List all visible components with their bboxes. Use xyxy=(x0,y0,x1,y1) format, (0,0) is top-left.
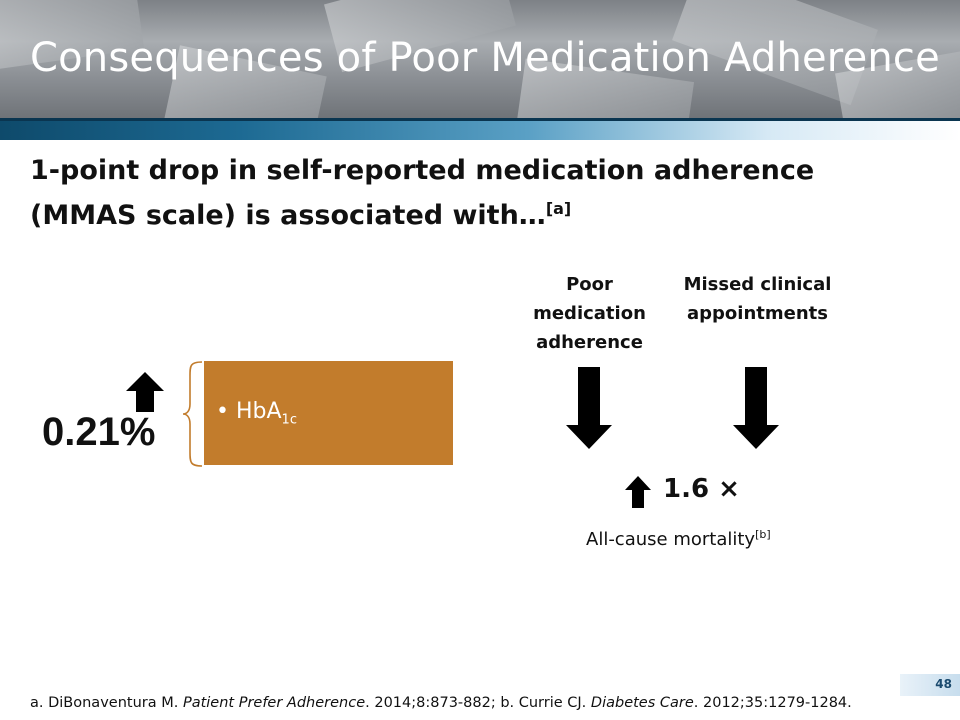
references-footnote: a. DiBonaventura M. Patient Prefer Adher… xyxy=(30,695,852,711)
hba1c-main: HbA xyxy=(235,399,282,424)
header-stripe xyxy=(0,118,960,140)
curly-brace-icon xyxy=(182,360,204,472)
missed-appointments-line2: appointments xyxy=(687,303,828,324)
hba1c-label: • HbA1c xyxy=(216,399,297,427)
hba1c-box: • HbA1c xyxy=(204,361,453,465)
ref-a-rest: . 2014;8:873-882; b. Currie CJ. xyxy=(365,695,591,711)
header-banner: Consequences of Poor Medication Adherenc… xyxy=(0,0,960,118)
down-arrow-icon xyxy=(733,367,779,453)
mortality-multiplier: 1.6 × xyxy=(663,474,740,504)
poor-adherence-line3: adherence xyxy=(536,332,643,353)
poor-adherence-label: Poor medication adherence xyxy=(527,270,652,357)
header-divider xyxy=(0,118,960,121)
down-arrow-icon xyxy=(566,367,612,453)
ref-b-rest: . 2012;35:1279-1284. xyxy=(693,695,852,711)
up-arrow-icon xyxy=(126,372,164,416)
page-number-box: 48 xyxy=(900,674,960,696)
page-number: 48 xyxy=(935,677,952,691)
mortality-text: All-cause mortality xyxy=(586,529,756,550)
poor-adherence-line2: medication xyxy=(533,303,646,324)
hba1c-change-value: 0.21% xyxy=(42,410,156,454)
headline-ref: [a] xyxy=(545,199,572,218)
hba1c-sub: 1c xyxy=(281,412,297,428)
ref-a-journal: Patient Prefer Adherence xyxy=(182,695,366,711)
headline-line1: 1-point drop in self-reported medication… xyxy=(30,155,815,186)
slide-title: Consequences of Poor Medication Adherenc… xyxy=(30,35,940,81)
up-arrow-icon xyxy=(625,476,651,512)
poor-adherence-line1: Poor xyxy=(566,274,613,295)
ref-a-prefix: a. DiBonaventura M. xyxy=(30,695,183,711)
headline-line2: (MMAS scale) is associated with… xyxy=(30,200,546,231)
mortality-ref: [b] xyxy=(755,528,771,541)
bullet: • xyxy=(216,399,229,424)
missed-appointments-line1: Missed clinical xyxy=(683,274,832,295)
ref-b-journal: Diabetes Care xyxy=(590,695,694,711)
mortality-label: All-cause mortality[b] xyxy=(586,528,771,550)
missed-appointments-label: Missed clinical appointments xyxy=(670,270,845,328)
headline: 1-point drop in self-reported medication… xyxy=(30,152,930,235)
